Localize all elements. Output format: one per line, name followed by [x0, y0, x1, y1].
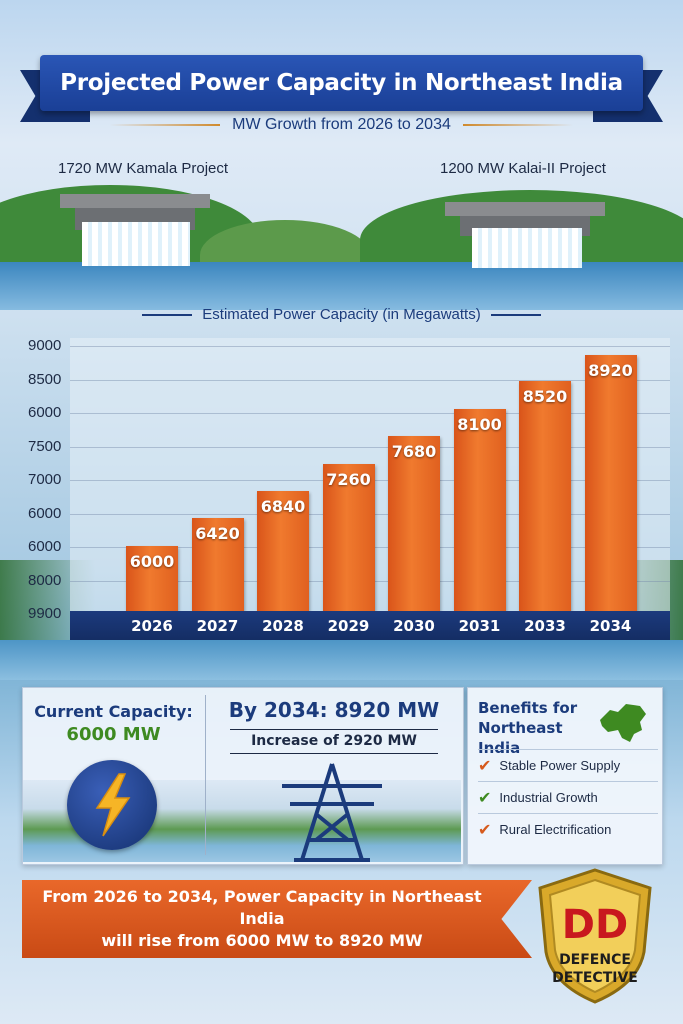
water	[0, 640, 683, 680]
bar-value-label: 8520	[522, 387, 568, 407]
benefit-item: ✔ Industrial Growth	[478, 781, 658, 812]
subtitle-row: MW Growth from 2026 to 2034	[0, 110, 683, 140]
increase-rule-bottom	[230, 753, 438, 754]
brand-name-2: DETECTIVE	[552, 970, 638, 986]
project-label-right: 1200 MW Kalai-II Project	[440, 160, 606, 177]
transmission-tower-icon	[272, 760, 392, 864]
y-tick-label: 6000	[28, 504, 62, 522]
chart-title-rule-right	[490, 313, 541, 316]
bar-2034: 8920	[584, 355, 637, 611]
river	[0, 262, 683, 310]
title-banner: Projected Power Capacity in Northeast In…	[20, 50, 663, 124]
bar-value-label: 6420	[195, 524, 240, 544]
kalai-dam-deck	[445, 202, 605, 216]
bar-2028: 6840	[257, 490, 309, 611]
bar-value-label: 6000	[129, 551, 175, 571]
y-tick-label: 7500	[28, 437, 62, 455]
subtitle-rule-left	[110, 124, 221, 126]
panel-divider	[205, 695, 206, 855]
subtitle-rule-right	[462, 124, 573, 126]
bar-value-label: 7680	[391, 442, 437, 462]
y-tick-label: 9900	[28, 605, 62, 622]
footer-line-1: From 2026 to 2034, Power Capacity in Nor…	[42, 887, 482, 928]
footer-banner: From 2026 to 2034, Power Capacity in Nor…	[22, 880, 532, 958]
bar-2030: 7680	[388, 436, 440, 611]
y-tick-label: 8500	[28, 370, 62, 388]
gridline	[70, 379, 670, 381]
chart-title-rule-left	[142, 313, 193, 316]
bar-2026: 6000	[126, 545, 178, 611]
current-capacity-value: 6000 MW	[66, 724, 161, 745]
kalai-spillway	[472, 228, 582, 268]
footer-line-2: will rise from 6000 MW to 8920 MW	[101, 931, 423, 950]
chart-title: Estimated Power Capacity (in Megawatts)	[202, 306, 481, 323]
benefit-item: ✔ Rural Electrification	[478, 813, 658, 844]
northeast-map-icon	[596, 700, 648, 744]
projection-title: By 2034: 8920 MW	[228, 698, 440, 722]
x-tick-label: 2026	[131, 617, 173, 635]
x-tick-label: 2033	[524, 617, 566, 635]
lightning-bolt-icon	[67, 760, 157, 850]
bar-2027: 6420	[191, 518, 244, 611]
x-tick-label: 2034	[589, 617, 632, 635]
y-tick-label: 6000	[28, 538, 62, 555]
brand-badge: DD DEFENCE DETECTIVE	[530, 866, 660, 1006]
brand-monogram: DD	[562, 902, 628, 948]
brand-name-1: DEFENCE	[559, 952, 631, 968]
bar-value-label: 6840	[260, 496, 306, 516]
bar-2033: 8520	[519, 381, 571, 611]
banner-body: Projected Power Capacity in Northeast In…	[40, 55, 643, 111]
gridline	[70, 446, 670, 448]
x-tick-label: 2027	[196, 617, 239, 635]
check-icon: ✔	[478, 755, 492, 775]
kamala-dam-deck	[60, 194, 210, 208]
x-tick-label: 2031	[458, 617, 501, 635]
benefit-label: Rural Electrification	[499, 821, 612, 837]
bar-value-label: 7260	[326, 469, 371, 489]
x-tick-label: 2028	[262, 617, 304, 635]
check-icon: ✔	[478, 819, 492, 839]
page-subtitle: MW Growth from 2026 to 2034	[232, 116, 451, 133]
y-tick-label: 7000	[28, 471, 62, 488]
benefit-label: Stable Power Supply	[499, 757, 621, 773]
bar-value-label: 8100	[457, 414, 502, 434]
increase-text: Increase of 2920 MW	[251, 733, 417, 749]
benefits-title: Benefits for Northeast India	[478, 699, 578, 757]
gridline	[70, 413, 670, 414]
check-icon: ✔	[478, 787, 492, 807]
x-tick-label: 2030	[393, 617, 435, 635]
kamala-spillway	[82, 222, 190, 266]
bar-2029: 7260	[322, 463, 375, 611]
bar-2031: 8100	[453, 408, 506, 611]
chart-title-row: Estimated Power Capacity (in Megawatts)	[0, 306, 683, 323]
y-tick-label: 8000	[28, 571, 62, 589]
increase-rule-top	[230, 729, 438, 730]
y-tick-label: 9000	[28, 337, 62, 354]
gridline	[70, 346, 670, 347]
y-tick-label: 6000	[28, 404, 62, 421]
project-label-left: 1720 MW Kamala Project	[58, 160, 229, 177]
page-title: Projected Power Capacity in Northeast In…	[60, 70, 623, 96]
bar-value-label: 8920	[588, 361, 633, 381]
benefit-item: ✔ Stable Power Supply	[478, 749, 658, 780]
benefit-label: Industrial Growth	[499, 789, 598, 805]
current-capacity-title: Current Capacity:	[34, 702, 193, 721]
x-tick-label: 2029	[327, 617, 370, 635]
x-axis-band	[70, 611, 670, 641]
